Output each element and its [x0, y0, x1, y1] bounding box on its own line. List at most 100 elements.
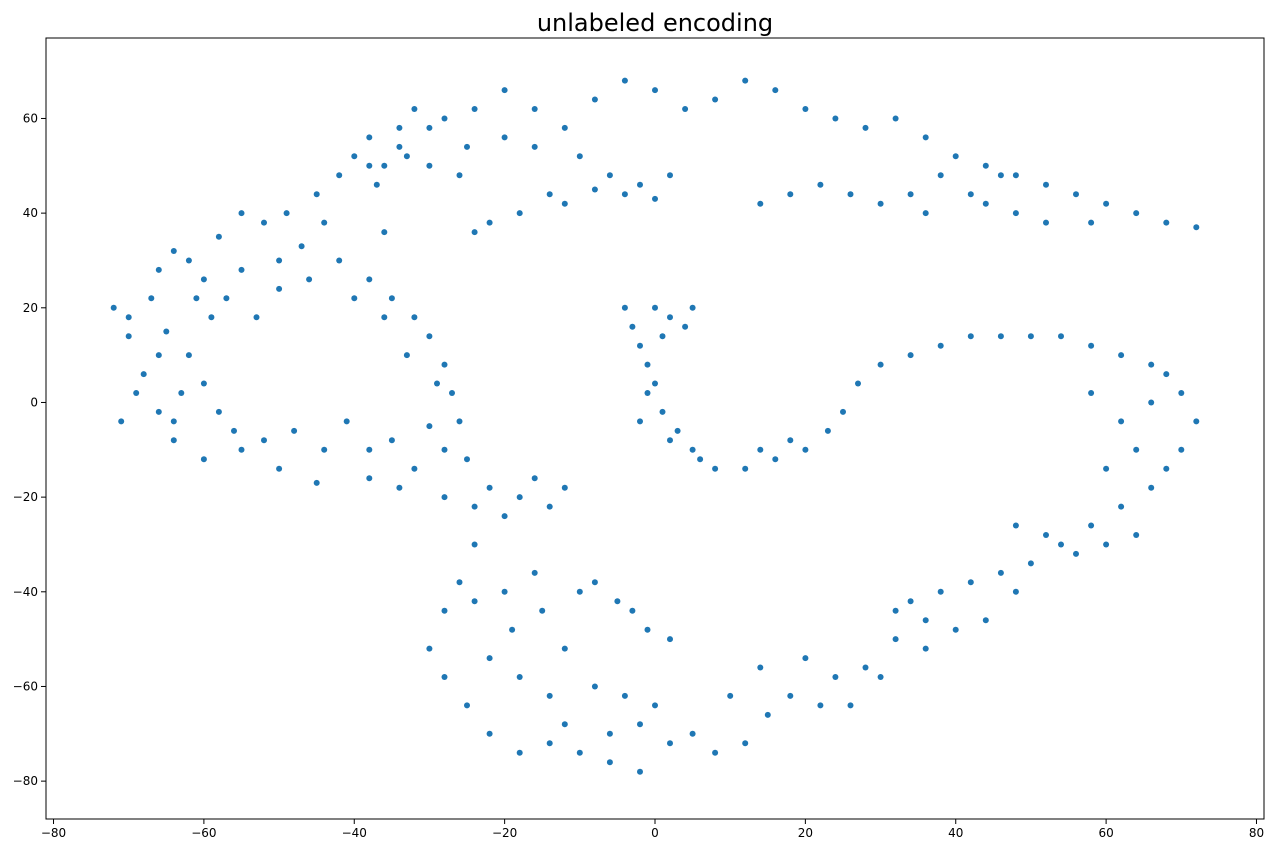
data-point	[847, 702, 854, 709]
data-point	[982, 162, 989, 169]
data-point	[689, 730, 696, 737]
data-point	[1133, 210, 1140, 217]
data-point	[411, 314, 418, 321]
data-point	[321, 219, 328, 226]
data-point	[501, 87, 508, 94]
data-point	[561, 721, 568, 728]
data-point	[847, 191, 854, 198]
data-point	[659, 408, 666, 415]
data-point	[997, 569, 1004, 576]
data-point	[396, 484, 403, 491]
data-point	[644, 390, 651, 396]
data-point	[644, 626, 651, 633]
y-tick-label: −80	[13, 774, 38, 788]
data-point	[997, 172, 1004, 179]
data-point	[922, 617, 929, 624]
data-point	[434, 380, 440, 387]
data-point	[1012, 172, 1019, 179]
data-point	[757, 664, 764, 671]
y-tick-label: −40	[13, 585, 38, 599]
data-point	[682, 106, 689, 112]
data-point	[373, 181, 380, 188]
y-tick-label: −20	[13, 490, 38, 504]
data-point	[366, 162, 373, 169]
data-point	[757, 446, 764, 453]
data-point	[501, 588, 508, 595]
data-point	[1178, 446, 1185, 453]
data-point	[441, 607, 448, 614]
data-point	[546, 740, 553, 747]
data-point	[1193, 224, 1200, 231]
data-point	[1088, 522, 1095, 529]
y-tick-label: 60	[23, 111, 38, 125]
data-point	[652, 195, 658, 202]
data-point	[937, 172, 944, 179]
data-point	[403, 352, 410, 359]
data-point	[366, 446, 373, 453]
data-point	[1088, 219, 1095, 226]
data-point	[576, 153, 583, 160]
data-point	[261, 219, 267, 226]
x-tick-label: −40	[342, 826, 367, 840]
data-point	[1133, 532, 1140, 538]
data-point	[922, 134, 929, 141]
data-point	[967, 191, 974, 198]
data-point	[366, 134, 373, 141]
data-point	[576, 588, 583, 595]
data-point	[637, 181, 643, 188]
data-point	[1043, 181, 1049, 188]
data-point	[396, 143, 403, 150]
x-tick-label: 20	[798, 826, 813, 840]
data-point	[1148, 484, 1155, 491]
data-point	[689, 304, 696, 311]
x-tick-label: −20	[492, 826, 517, 840]
data-point	[238, 266, 245, 273]
data-point	[606, 759, 613, 766]
data-point	[546, 692, 553, 699]
data-point	[652, 380, 658, 387]
data-point	[336, 257, 343, 264]
data-point	[193, 295, 200, 302]
data-point	[1148, 399, 1155, 406]
data-point	[215, 408, 222, 415]
data-point	[832, 115, 839, 122]
data-point	[471, 541, 478, 548]
data-point	[772, 456, 779, 463]
data-point	[411, 465, 418, 472]
data-point	[877, 674, 884, 680]
data-point	[1118, 352, 1125, 359]
data-point	[238, 446, 245, 453]
data-point	[125, 314, 132, 321]
data-point	[306, 276, 313, 283]
data-point	[1163, 371, 1170, 378]
data-point	[937, 342, 944, 349]
data-point	[426, 124, 433, 131]
data-point	[155, 266, 162, 273]
data-point	[516, 674, 523, 680]
data-point	[689, 446, 696, 453]
data-point	[997, 333, 1004, 340]
y-tick-label: 20	[23, 301, 38, 315]
data-point	[501, 134, 508, 141]
data-point	[486, 219, 493, 226]
data-point	[576, 749, 583, 756]
data-point	[516, 494, 523, 501]
data-point	[1027, 333, 1034, 340]
data-point	[591, 683, 598, 690]
data-point	[426, 423, 433, 430]
data-point	[621, 77, 628, 84]
data-point	[742, 77, 749, 84]
data-point	[336, 172, 343, 179]
data-point	[561, 484, 568, 491]
data-point	[276, 465, 283, 472]
data-point	[659, 333, 666, 340]
data-point	[697, 456, 704, 463]
y-tick-label: 40	[23, 206, 38, 220]
x-tick-label: 60	[1098, 826, 1113, 840]
y-tick-label: 0	[30, 395, 38, 409]
data-point	[629, 607, 636, 614]
data-point	[907, 598, 914, 605]
data-point	[757, 200, 764, 207]
data-point	[291, 427, 298, 434]
data-point	[223, 295, 230, 302]
